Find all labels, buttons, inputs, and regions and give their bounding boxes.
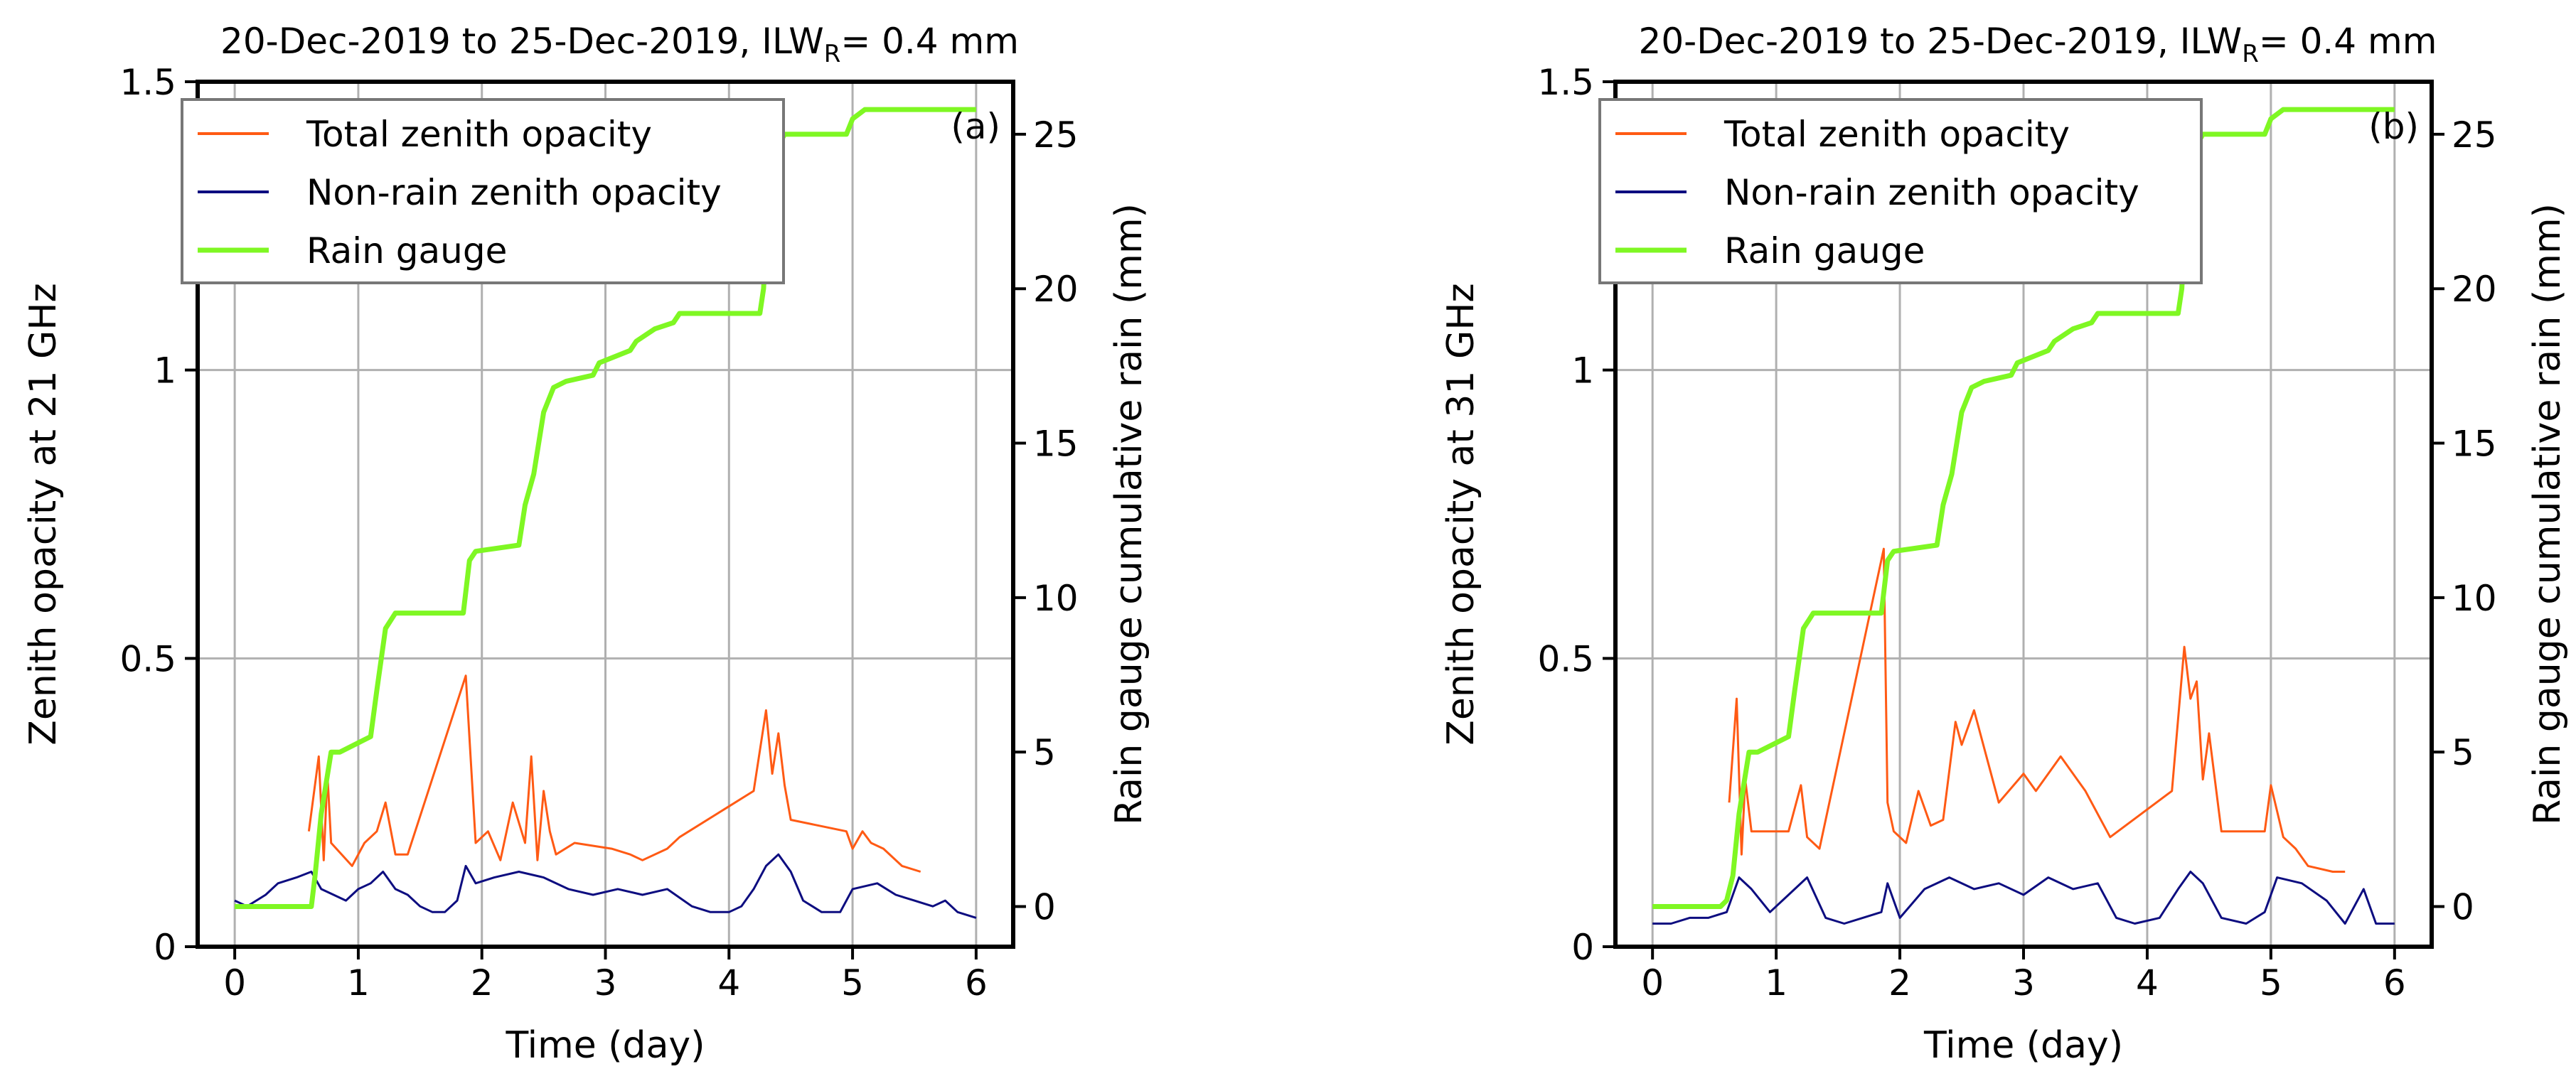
y-right-axis-label: Rain gauge cumulative rain (mm): [2526, 203, 2569, 825]
non-rain-zenith-opacity-line: [234, 853, 977, 919]
y-tick-label: 1.5: [119, 62, 176, 103]
chart-title-subscript: R: [2242, 40, 2259, 68]
chart-title: 20-Dec-2019 to 25-Dec-2019, ILWR= 0.4 mm: [220, 21, 1019, 68]
x-tick-label: 1: [1765, 962, 1787, 1004]
y-right-tick-label: 25: [2452, 114, 2497, 156]
y-tick-label: 0.5: [1537, 638, 1594, 679]
y-axis-label: Zenith opacity at 21 GHz: [22, 283, 65, 745]
x-tick-label: 4: [2136, 962, 2159, 1004]
chart-title: 20-Dec-2019 to 25-Dec-2019, ILWR= 0.4 mm: [1639, 21, 2437, 68]
legend-label: Rain gauge: [1724, 230, 1925, 272]
chart-title-main: 20-Dec-2019 to 25-Dec-2019, ILW: [220, 21, 824, 62]
y-right-tick-label: 0: [2452, 886, 2474, 928]
y-tick-label: 1: [154, 350, 176, 392]
y-right-tick-label: 10: [1033, 578, 1079, 619]
y-tick-label: 1.5: [1537, 62, 1594, 103]
y-right-tick-label: 15: [2452, 424, 2497, 465]
x-tick-label: 0: [223, 962, 246, 1004]
legend-box: [1598, 98, 2203, 284]
x-axis-label: Time (day): [1923, 1024, 2123, 1067]
chart-title-suffix: = 0.4 mm: [840, 21, 1019, 62]
y-right-tick-label: 5: [1033, 732, 1056, 773]
y-right-tick-label: 15: [1033, 424, 1079, 465]
legend-label: Total zenith opacity: [306, 114, 652, 155]
y-right-tick-label: 20: [2452, 269, 2497, 310]
chart-title-subscript: R: [824, 40, 841, 68]
x-tick-label: 6: [2383, 962, 2406, 1004]
y-axis-label: Zenith opacity at 31 GHz: [1440, 283, 1482, 745]
total-zenith-opacity-line: [307, 674, 921, 873]
panel-label: (b): [2368, 106, 2419, 147]
x-tick-label: 5: [2260, 962, 2282, 1004]
x-axis-label: Time (day): [505, 1024, 705, 1067]
x-tick-label: 4: [717, 962, 740, 1004]
y-tick-label: 0: [1571, 927, 1594, 968]
legend-label: Total zenith opacity: [1723, 114, 2070, 155]
chart-panel-b: 0 1 2 3 4 5 6 0 0.5 1 1.5 0 5 10 15 20 25 Time (day) Zenit…: [1440, 21, 2569, 1067]
total-zenith-opacity-line: [1728, 547, 2346, 873]
x-tick-label: 1: [347, 962, 370, 1004]
legend-label: Non-rain zenith opacity: [306, 172, 722, 213]
x-tick-label: 6: [965, 962, 988, 1004]
x-tick-label: 3: [594, 962, 617, 1004]
y-tick-label: 1: [1571, 350, 1594, 392]
x-tick-label: 2: [471, 962, 493, 1004]
y-right-tick-label: 25: [1033, 114, 1079, 156]
legend-box: [181, 98, 785, 284]
chart-title-main: 20-Dec-2019 to 25-Dec-2019, ILW: [1639, 21, 2243, 62]
y-right-tick-label: 0: [1033, 886, 1056, 928]
x-tick-label: 2: [1888, 962, 1911, 1004]
y-tick-label: 0: [154, 927, 176, 968]
legend-label: Non-rain zenith opacity: [1724, 172, 2139, 213]
panel-label: (a): [951, 106, 1000, 147]
y-right-tick-label: 20: [1033, 269, 1079, 310]
chart-title-suffix: = 0.4 mm: [2259, 21, 2437, 62]
x-tick-label: 5: [841, 962, 864, 1004]
y-tick-label: 0.5: [119, 638, 176, 679]
y-right-tick-label: 10: [2452, 578, 2497, 619]
chart-panel-a: 0 1 2 3 4 5 6 0 0.5 1 1.5 0 5 10 15 20 25 Time (day) Zenit…: [22, 21, 1150, 1067]
x-tick-label: 0: [1641, 962, 1664, 1004]
legend-label: Rain gauge: [306, 230, 507, 272]
x-tick-label: 3: [2012, 962, 2035, 1004]
y-right-axis-label: Rain gauge cumulative rain (mm): [1108, 203, 1150, 825]
non-rain-zenith-opacity-line: [1652, 871, 2395, 925]
y-right-tick-label: 5: [2452, 732, 2474, 773]
